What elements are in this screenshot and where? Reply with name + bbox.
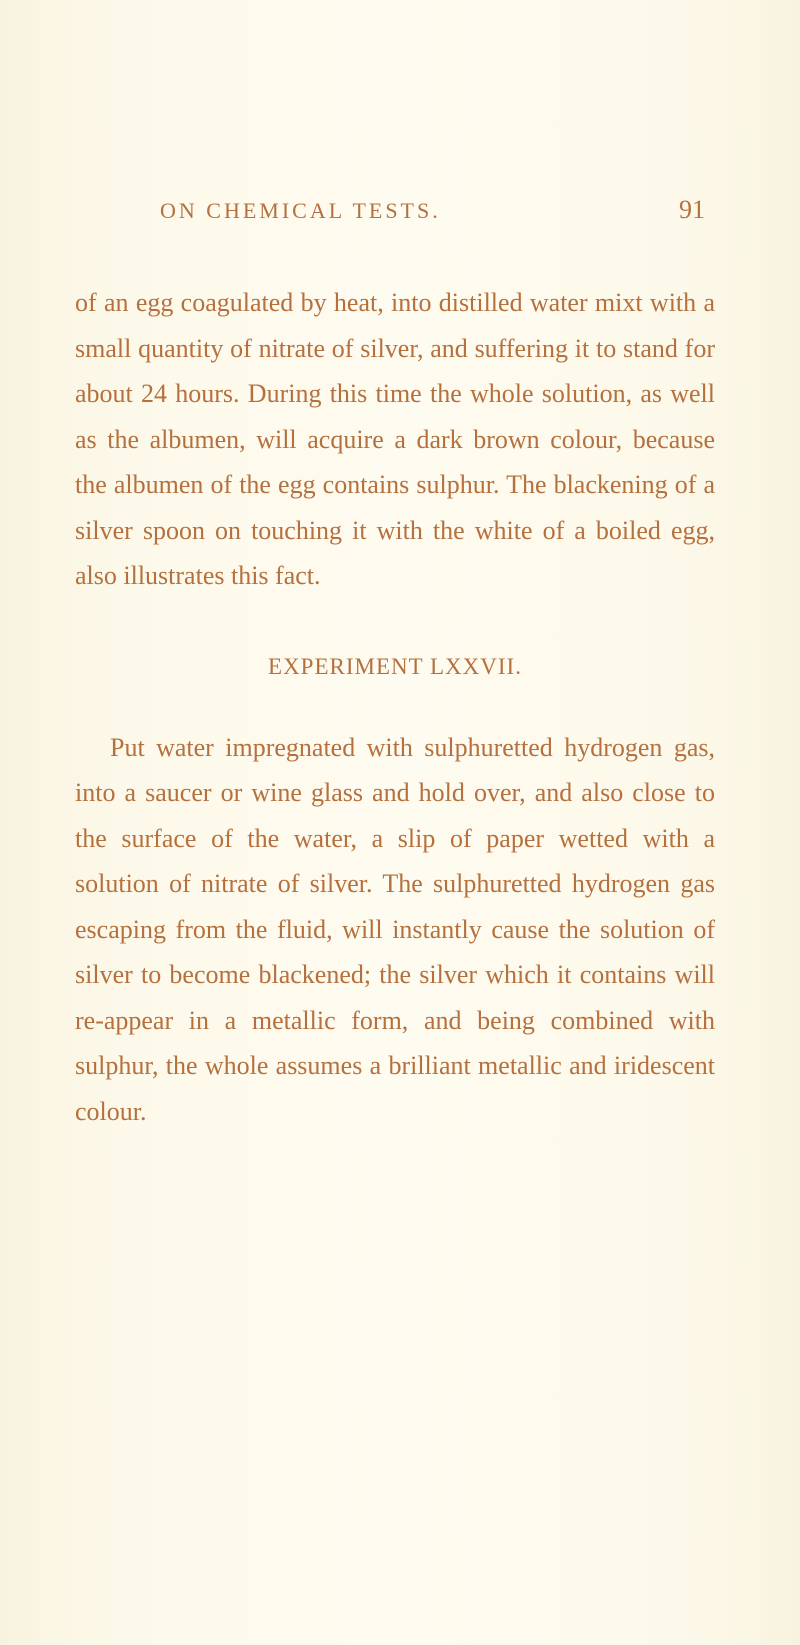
page-number: 91 <box>679 195 705 225</box>
experiment-heading: EXPERIMENT LXXVII. <box>75 654 715 680</box>
book-page: ON CHEMICAL TESTS. 91 of an egg coagulat… <box>0 0 800 1289</box>
chapter-title: ON CHEMICAL TESTS. <box>160 198 441 224</box>
page-header: ON CHEMICAL TESTS. 91 <box>75 195 715 225</box>
body-paragraph-2: Put water impregnated with sulphuretted … <box>75 725 715 1135</box>
body-paragraph-1: of an egg coagulated by heat, into disti… <box>75 280 715 599</box>
paragraph-2-text: Put water impregnated with sulphuretted … <box>75 733 715 1126</box>
